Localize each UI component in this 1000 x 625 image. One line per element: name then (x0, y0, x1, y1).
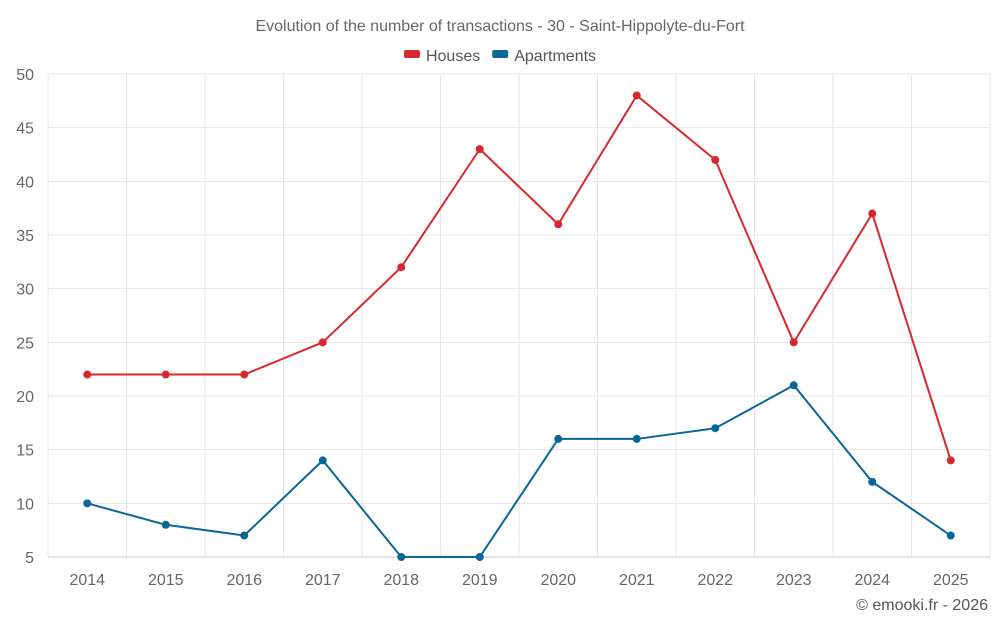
y-tick-label: 15 (16, 443, 34, 460)
x-tick-label: 2024 (854, 572, 890, 589)
series-lines (86, 94, 952, 558)
x-tick-label: 2015 (148, 572, 184, 589)
legend-item-apartments[interactable]: Apartments (492, 48, 596, 65)
houses-data-point (632, 91, 641, 100)
apartments-data-point (789, 381, 798, 390)
y-tick-label: 10 (16, 496, 34, 513)
apartments-data-point (868, 477, 877, 486)
apartments-data-point (397, 553, 406, 561)
apartments-data-point (711, 424, 720, 433)
x-tick-label: 2023 (776, 572, 812, 589)
houses-series-line (87, 94, 952, 461)
houses-data-point (789, 338, 798, 347)
apartments-data-point (161, 520, 170, 529)
copyright-credit: © emooki.fr - 2026 (856, 597, 988, 614)
y-tick-label: 50 (16, 67, 34, 84)
y-tick-label: 30 (16, 282, 34, 299)
apartments-series-line (86, 384, 952, 558)
houses-data-point (83, 370, 92, 379)
houses-data-point (554, 220, 563, 229)
y-tick-label: 5 (25, 550, 34, 567)
houses-data-point (475, 145, 484, 154)
y-tick-label: 25 (16, 335, 34, 352)
apartments-data-point (83, 499, 92, 508)
x-tick-label: 2025 (933, 572, 969, 589)
apartments-data-point (632, 434, 641, 443)
houses-data-point (161, 370, 170, 379)
houses-data-point (868, 209, 877, 218)
x-tick-label: 2022 (697, 572, 733, 589)
x-tick-label: 2020 (540, 572, 576, 589)
houses-data-point (711, 155, 720, 164)
legend-label-apartments: Apartments (514, 48, 596, 65)
series-points (83, 91, 955, 561)
chart-legend: Houses Apartments (403, 48, 596, 65)
apartments-data-point (475, 553, 484, 561)
x-tick-label: 2017 (305, 572, 341, 589)
apartments-data-point (554, 434, 563, 443)
x-axis: 2014 2015 2016 2017 2018 2019 2020 2021 2022 2023… (48, 556, 990, 589)
apartments-data-point (240, 531, 249, 540)
legend-item-houses[interactable]: Houses (403, 48, 480, 65)
x-tick-label: 2014 (69, 572, 105, 589)
x-tick-label: 2021 (619, 572, 655, 589)
y-tick-label: 45 (16, 121, 34, 138)
houses-data-point (240, 370, 249, 379)
y-tick-label: 20 (16, 389, 34, 406)
x-tick-label: 2018 (383, 572, 419, 589)
y-tick-label: 40 (16, 174, 34, 191)
chart-grid (47, 73, 991, 558)
houses-data-point (946, 456, 955, 465)
legend-swatch-apartments (492, 50, 509, 58)
houses-data-point (318, 338, 327, 347)
legend-label-houses: Houses (426, 48, 480, 65)
houses-data-point (397, 263, 406, 272)
apartments-data-point (946, 531, 955, 540)
apartments-data-point (318, 456, 327, 465)
y-tick-label: 35 (16, 228, 34, 245)
legend-swatch-houses (403, 50, 420, 58)
y-axis: 5 10 15 20 25 30 35 40 45 50 (16, 67, 34, 567)
x-tick-label: 2019 (462, 572, 498, 589)
x-tick-label: 2016 (226, 572, 262, 589)
chart-title: Evolution of the number of transactions … (255, 18, 745, 35)
